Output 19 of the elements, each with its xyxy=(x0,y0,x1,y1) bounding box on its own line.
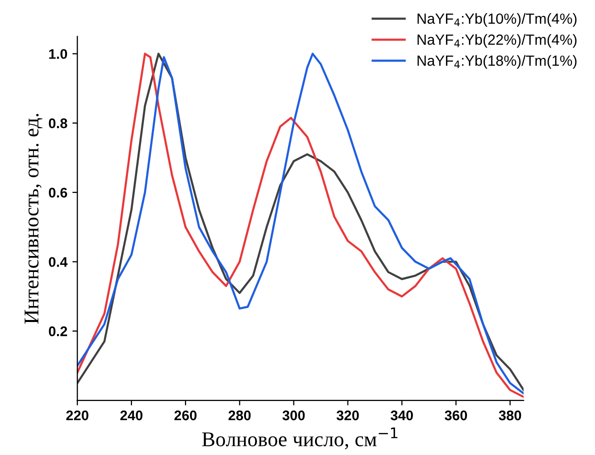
x-tick-label: 380 xyxy=(498,410,522,420)
y-tick-label: 0.2 xyxy=(48,326,68,336)
legend-label: NaYF$_{4}$:Yb(18%)/Tm(1%) xyxy=(418,55,577,69)
y-tick-label: 0.8 xyxy=(48,118,68,128)
x-tick-label: 260 xyxy=(174,410,197,420)
y-tick-label: 1.0 xyxy=(49,49,68,59)
y-tick-label: 0.4 xyxy=(48,257,68,267)
x-tick-label: 340 xyxy=(390,410,413,420)
x-tick-label: 280 xyxy=(228,410,251,420)
x-tick-label: 320 xyxy=(336,410,359,420)
x-tick-label: 300 xyxy=(282,410,305,420)
x-tick-label: 220 xyxy=(66,410,88,420)
y-tick-label: 0.6 xyxy=(48,188,68,198)
y-axis-title: Интенсивность, отн. ед. xyxy=(24,114,42,324)
legend-label: NaYF$_{4}$:Yb(22%)/Tm(4%) xyxy=(418,34,577,48)
legend-label: NaYF$_{4}$:Yb(10%)/Tm(4%) xyxy=(418,13,577,27)
x-axis-title: Волновое число, см$^{−1}$ xyxy=(202,428,398,450)
x-tick-label: 240 xyxy=(120,410,142,420)
x-tick-label: 360 xyxy=(444,410,468,420)
